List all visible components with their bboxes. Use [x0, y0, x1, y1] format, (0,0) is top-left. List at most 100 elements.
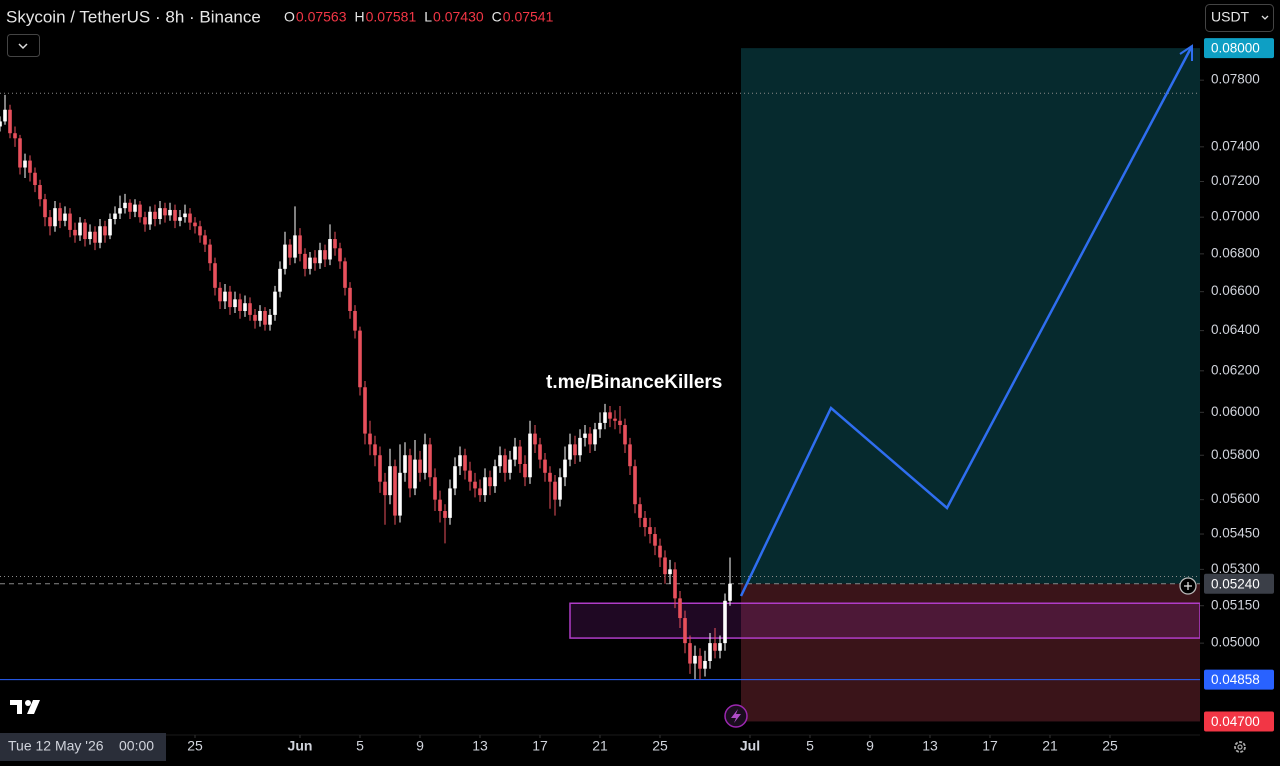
candle-body	[563, 459, 567, 478]
candle-body	[198, 226, 202, 236]
price-label-box	[1204, 711, 1274, 732]
y-tick-label: 0.05000	[1211, 635, 1260, 650]
candle-body	[478, 488, 482, 496]
candle-body	[678, 598, 682, 619]
candle-body	[178, 217, 182, 221]
candle-body	[463, 455, 467, 471]
candle-body	[108, 218, 112, 236]
candle-body	[393, 466, 397, 516]
candle-body	[488, 477, 492, 487]
candle-body	[643, 517, 647, 528]
candle-body	[713, 643, 717, 651]
price-label: 0.08000	[1211, 41, 1260, 56]
x-tick-label: 25	[1102, 738, 1118, 754]
candle-body	[568, 444, 572, 460]
candle-body	[423, 444, 427, 473]
candle-body	[483, 477, 487, 496]
candle-body	[83, 222, 87, 240]
candle-body	[68, 213, 72, 230]
x-tick-label: 9	[866, 738, 874, 754]
legend-value: 0.07581	[366, 9, 417, 25]
candle-body	[518, 446, 522, 464]
candle-body	[173, 209, 177, 221]
candle-body	[578, 437, 582, 456]
crosshair-time-box	[0, 733, 166, 761]
candle-body	[263, 310, 267, 325]
candle-body	[433, 477, 437, 500]
candle-body	[618, 420, 622, 426]
candle-body	[303, 253, 307, 269]
candle-body	[373, 444, 377, 456]
x-tick-label: 17	[982, 738, 998, 754]
candle-body	[313, 257, 317, 264]
legend-key: O	[284, 9, 295, 25]
candle-body	[23, 160, 27, 168]
price-label-box	[1204, 573, 1274, 594]
time-axis-labels: 25 Jun 5 9 13 17 21 25 Jul 5 9 13 17 21 25	[187, 735, 1118, 754]
logo-part	[17, 700, 22, 714]
candle-body	[603, 412, 607, 423]
candle-body	[508, 459, 512, 473]
symbol-title[interactable]: Skycoin / TetherUS · 8h · Binance	[6, 7, 261, 26]
candle-body	[8, 109, 12, 134]
x-tick-label: 5	[356, 738, 364, 754]
y-tick-label: 0.05150	[1211, 597, 1260, 612]
candle-body	[38, 185, 42, 200]
x-tick-label: 25	[187, 738, 203, 754]
candle-body	[363, 387, 367, 434]
candle-body	[728, 583, 732, 601]
x-tick-label: Jun	[288, 738, 313, 754]
candle-body	[528, 433, 532, 478]
position-loss-area	[741, 583, 1200, 722]
candle-body	[28, 160, 32, 173]
candle-body	[543, 459, 547, 473]
candle-body	[103, 226, 107, 236]
candle-body	[293, 235, 297, 258]
price-label: 0.04700	[1211, 714, 1260, 729]
candle-body	[73, 229, 77, 236]
x-tick-label: 17	[532, 738, 548, 754]
candle-body	[33, 172, 37, 186]
price-label-box	[1204, 669, 1274, 690]
legend-key: H	[355, 9, 365, 25]
candle-body	[243, 303, 247, 311]
candle-body	[273, 291, 277, 315]
candle-body	[648, 527, 652, 535]
candle-body	[118, 208, 122, 214]
y-tick-label: 0.07000	[1211, 209, 1260, 224]
candle-body	[223, 291, 227, 302]
candle-body	[353, 310, 357, 331]
candle-body	[258, 310, 262, 321]
x-tick-label: 13	[472, 738, 488, 754]
x-tick-label: 21	[1042, 738, 1058, 754]
legend-value: 0.07541	[503, 9, 554, 25]
candle-body	[498, 455, 502, 467]
candle-body	[723, 600, 727, 644]
collapse-button[interactable]	[7, 34, 40, 57]
candle-body	[3, 109, 7, 122]
y-tick-label: 0.07800	[1211, 72, 1260, 87]
candle-body	[93, 231, 97, 243]
candle-body	[443, 511, 447, 518]
candle-body	[468, 470, 472, 482]
candle-body	[278, 268, 282, 292]
candle-body	[158, 208, 162, 219]
x-tick-label: 5	[806, 738, 814, 754]
candle-body	[153, 211, 157, 219]
legend-key: C	[492, 9, 502, 25]
price-label-box	[1204, 38, 1274, 59]
candle-body	[653, 534, 657, 546]
candle-body	[673, 569, 677, 599]
settings-icon[interactable]	[1234, 741, 1246, 753]
currency-selector[interactable]	[1205, 4, 1274, 32]
logo-part	[27, 700, 40, 714]
candle-body	[88, 231, 92, 240]
candle-body	[203, 235, 207, 245]
candle-body	[53, 208, 57, 227]
candle-body	[188, 213, 192, 223]
candle-body	[538, 444, 542, 460]
candle-body	[0, 121, 2, 127]
candle-body	[573, 444, 577, 456]
candle-body	[183, 213, 187, 218]
candle-body	[638, 504, 642, 518]
